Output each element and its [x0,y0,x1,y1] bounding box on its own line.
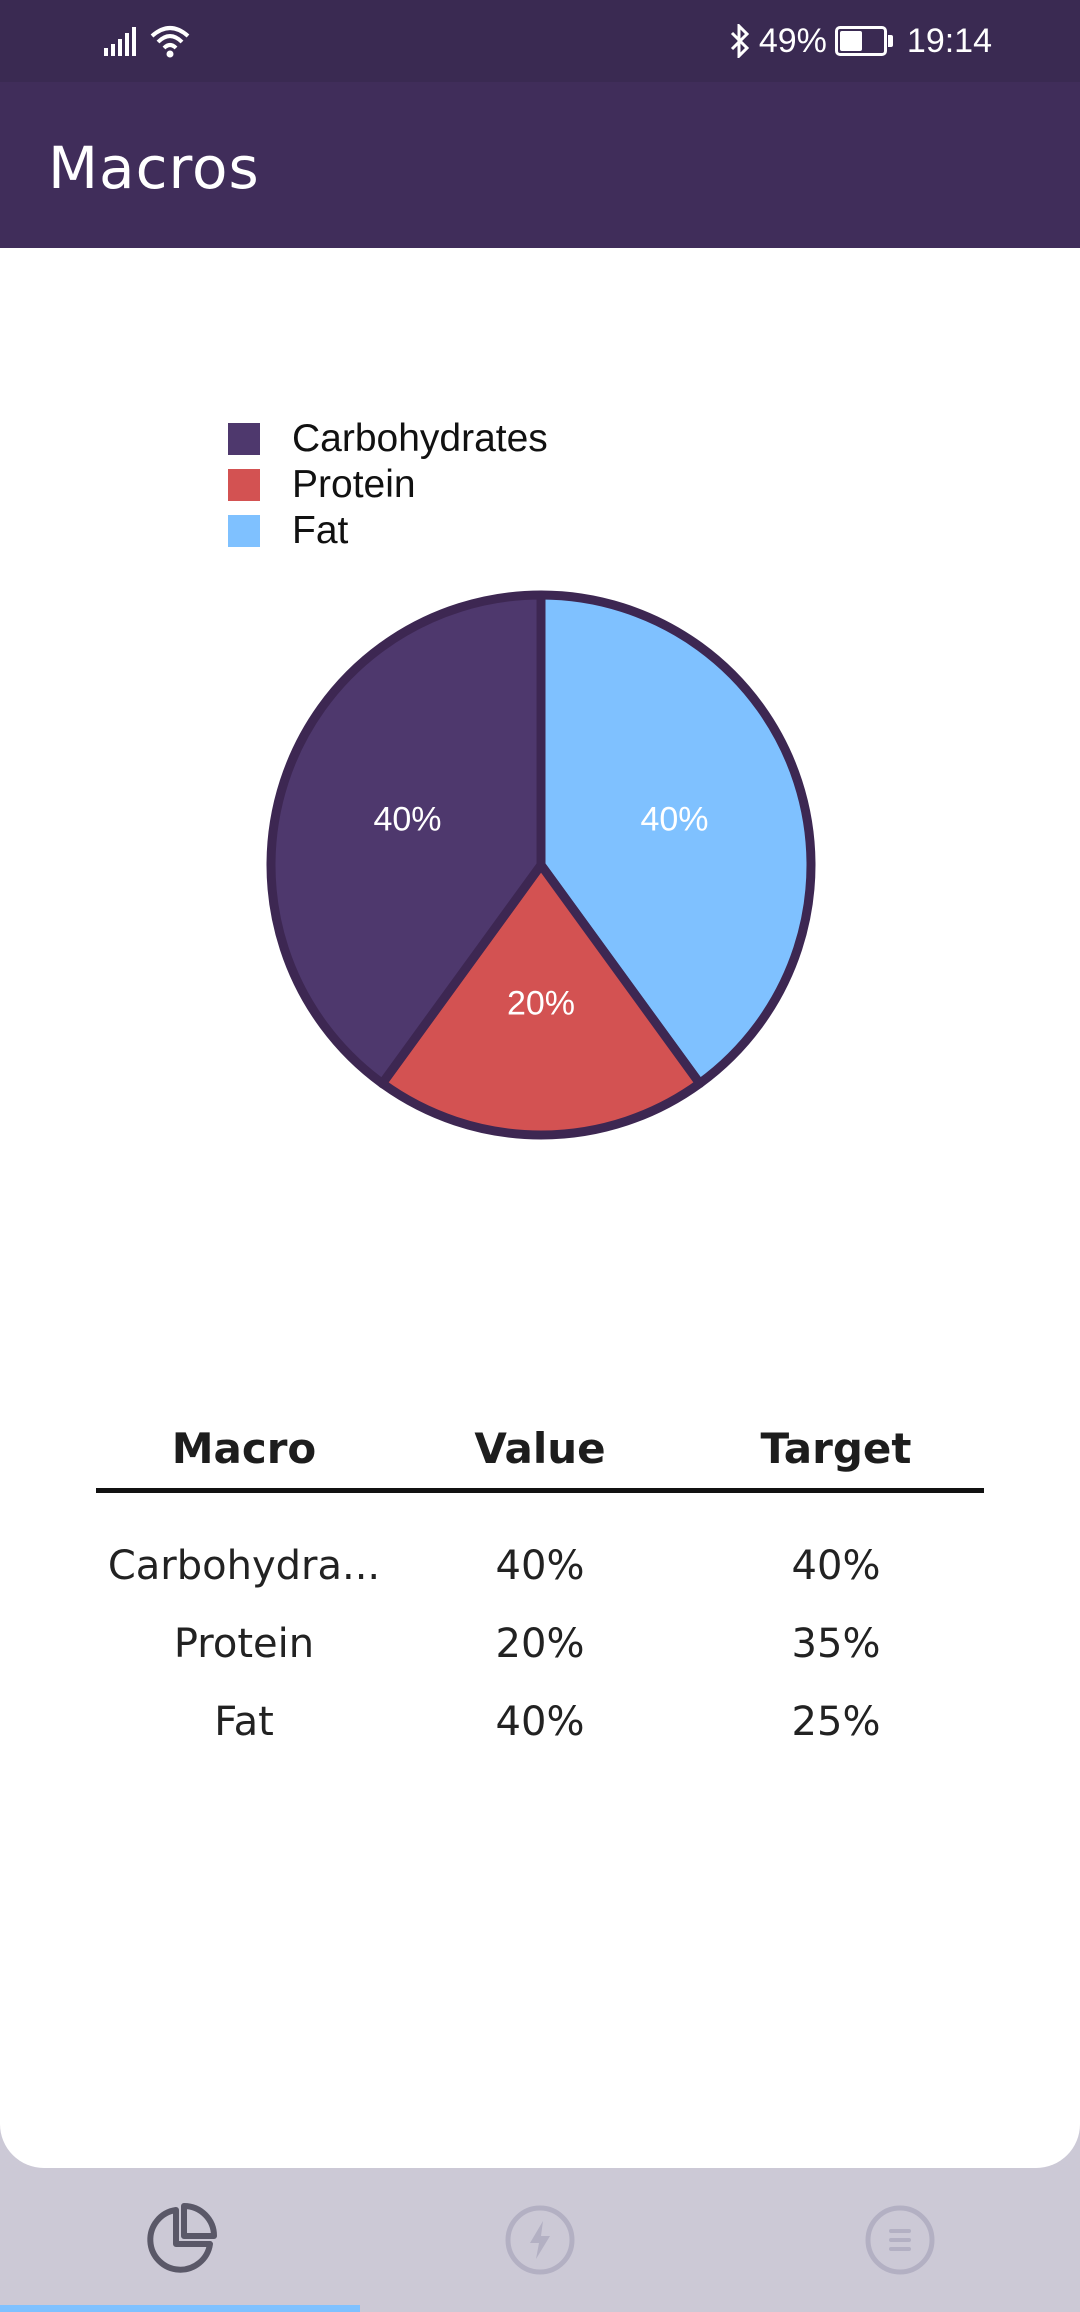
pie-label-protein: 20% [507,984,575,1022]
battery-percent: 49% [758,21,827,60]
pie-chart-icon-wedge [181,2203,217,2239]
pie-slice-carbohydrates [266,590,546,1088]
pie-label-carbohydrates: 40% [373,801,441,839]
app-bar: Macros [0,82,1080,248]
menu-icon [865,2205,935,2275]
main-content: Carbohydrates Protein Fat 40% 20% 40% Macr… [0,248,1080,2168]
table-row: Carbohydra... 40% 40% [96,1527,984,1605]
cell-value: 40% [495,1543,585,1589]
legend-label: Fat [292,509,349,552]
pie-slice-protein [377,860,705,1140]
table-header: Macro Value Target [96,1408,984,1493]
cell-macro: Protein [173,1621,315,1667]
nav-item-menu[interactable] [720,2168,1080,2312]
cell-value: 20% [495,1621,585,1667]
status-bar: 49% 19:14 [0,0,1080,82]
status-right: 49% 19:14 [729,18,992,64]
status-left [104,20,190,62]
lightning-icon-bolt [530,2221,550,2259]
table-row: Protein 20% 35% [96,1605,984,1683]
cell-macro: Carbohydra... [107,1543,381,1589]
macros-pie-chart: 40% 20% 40% [266,590,816,1140]
table-row: Fat 40% 25% [96,1683,984,1761]
legend-label: Carbohydrates [292,417,548,460]
pie-chart-icon [147,2203,217,2273]
legend-item: Carbohydrates [228,416,548,462]
macros-table: Macro Value Target Carbohydra... 40% 40%… [96,1408,984,1761]
battery-icon [834,26,893,56]
active-tab-indicator [0,2305,360,2312]
lightning-icon-ring [505,2205,575,2275]
column-header-macro: Macro [171,1423,317,1473]
legend-swatch [228,469,260,501]
menu-icon-line [889,2229,911,2233]
clock: 19:14 [906,21,992,60]
menu-icon-line [889,2247,911,2251]
nav-item-activity[interactable] [360,2168,720,2312]
legend-item: Fat [228,508,548,554]
lightning-icon [505,2205,575,2275]
battery-fill [839,31,863,51]
legend-swatch [228,423,260,455]
menu-icon-ring [865,2205,935,2275]
column-header-value: Value [474,1423,606,1473]
column-header-target: Target [760,1423,912,1473]
wifi-icon [150,26,190,58]
cell-macro: Fat [214,1699,274,1745]
signal-icon [104,27,136,56]
nav-item-macros[interactable] [0,2168,360,2312]
cell-target: 40% [791,1543,881,1589]
legend-label: Protein [292,463,416,506]
pie-label-fat: 40% [640,801,708,839]
cell-value: 40% [495,1699,585,1745]
bluetooth-icon [730,24,749,58]
menu-icon-line [889,2238,911,2242]
page-title: Macros [48,134,260,202]
cell-target: 25% [791,1699,881,1745]
legend-item: Protein [228,462,548,508]
cell-target: 35% [791,1621,881,1667]
pie-slice-fat [536,590,816,1088]
legend-swatch [228,515,260,547]
bottom-nav [0,2168,1080,2312]
table-body: Carbohydra... 40% 40% Protein 20% 35% Fa… [96,1493,984,1761]
chart-legend: Carbohydrates Protein Fat [228,416,548,554]
pie-chart-icon-ring [147,2207,213,2273]
